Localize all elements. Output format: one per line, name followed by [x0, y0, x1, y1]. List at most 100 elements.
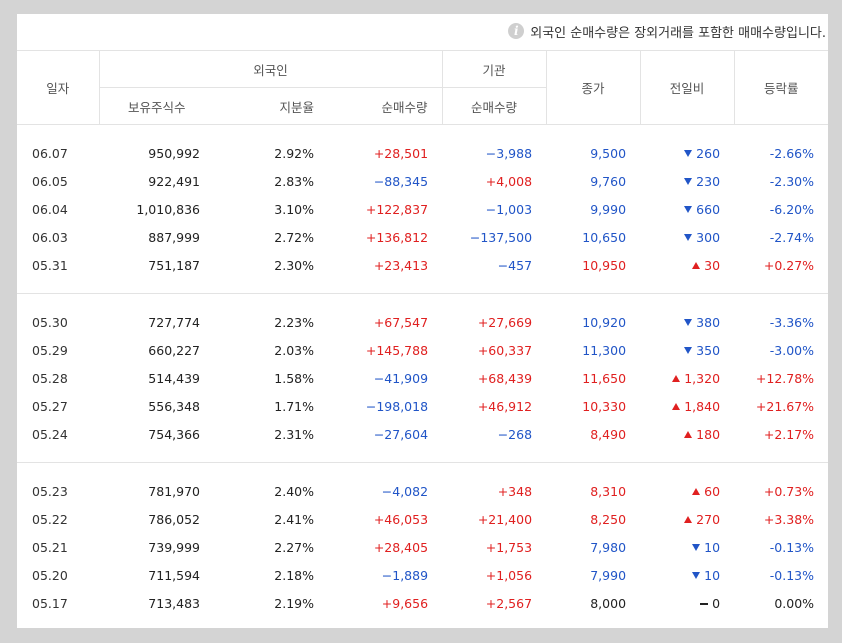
- cell-change: 30: [640, 251, 734, 279]
- info-icon: i: [508, 23, 525, 39]
- cell-holdings: 950,992: [148, 145, 200, 161]
- cell-date: 05.27: [32, 398, 68, 414]
- cell-rate: -3.00%: [769, 342, 815, 358]
- notice: i 외국인 순매수량은 장외거래를 포함한 매매수량입니다.: [508, 18, 826, 44]
- table-row: 06.05 922,491 2.83% −88,345 +4,008 9,760 230 -2…: [17, 167, 828, 195]
- cell-change: 260: [640, 139, 734, 167]
- arrow-down-icon: [684, 346, 693, 354]
- cell-foreign-net: +122,837: [365, 201, 429, 217]
- cell-change: 270: [640, 505, 734, 533]
- table-row: 05.31 751,187 2.30% +23,413 −457 10,950 30 +0.2…: [17, 251, 828, 279]
- cell-change: 1,840: [640, 392, 734, 420]
- cell-foreign-net: −41,909: [373, 370, 429, 386]
- cell-rate: +12.78%: [755, 370, 815, 386]
- cell-ratio: 2.30%: [274, 257, 314, 273]
- cell-ratio: 1.71%: [274, 398, 314, 414]
- cell-change: 0: [640, 589, 734, 617]
- cell-inst-net: +2,567: [485, 595, 533, 611]
- arrow-up-icon: [692, 261, 701, 269]
- cell-foreign-net: +28,501: [373, 145, 429, 161]
- table-row: 06.07 950,992 2.92% +28,501 −3,988 9,500 260 -2…: [17, 139, 828, 167]
- cell-ratio: 2.18%: [274, 567, 314, 583]
- change-value: 180: [696, 426, 721, 442]
- cell-ratio: 2.40%: [274, 483, 314, 499]
- change-value: 10: [704, 539, 721, 555]
- arrow-down-icon: [684, 205, 693, 213]
- foreign-institution-panel: i 외국인 순매수량은 장외거래를 포함한 매매수량입니다. 일자 외국인 기관…: [17, 14, 829, 628]
- cell-ratio: 2.83%: [274, 173, 314, 189]
- arrow-down-icon: [692, 571, 701, 579]
- cell-holdings: 660,227: [148, 342, 200, 358]
- trading-table: 일자 외국인 기관 종가 전일비 등락률 보유주식수 지분율 순매수량 순매수량…: [17, 50, 829, 617]
- cell-date: 05.29: [32, 342, 68, 358]
- cell-ratio: 2.23%: [274, 314, 314, 330]
- cell-rate: -3.36%: [769, 314, 815, 330]
- cell-inst-net: +46,912: [477, 398, 533, 414]
- header-foreign: 외국인: [98, 50, 443, 88]
- cell-holdings: 711,594: [148, 567, 200, 583]
- change-value: 10: [704, 567, 721, 583]
- cell-change: 60: [640, 477, 734, 505]
- cell-holdings: 786,052: [148, 511, 200, 527]
- change-value: 300: [696, 229, 721, 245]
- cell-foreign-net: +136,812: [365, 229, 429, 245]
- cell-rate: -2.74%: [769, 229, 815, 245]
- change-value: 660: [696, 201, 721, 217]
- header-close: 종가: [545, 50, 641, 125]
- cell-foreign-net: −4,082: [381, 483, 429, 499]
- cell-close: 10,920: [582, 314, 627, 330]
- change-value: 1,320: [684, 370, 721, 386]
- cell-rate: +21.67%: [755, 398, 815, 414]
- table-row: 05.20 711,594 2.18% −1,889 +1,056 7,990 10 -0.1…: [17, 561, 828, 589]
- cell-foreign-net: −198,018: [365, 398, 429, 414]
- header-rate: 등락률: [733, 50, 829, 125]
- change-value: 0: [712, 595, 721, 611]
- arrow-up-icon: [684, 515, 693, 523]
- cell-ratio: 2.31%: [274, 426, 314, 442]
- table-row: 05.30 727,774 2.23% +67,547 +27,669 10,920 380…: [17, 308, 828, 336]
- cell-rate: -0.13%: [769, 539, 815, 555]
- cell-change: 180: [640, 420, 734, 448]
- cell-holdings: 556,348: [148, 398, 200, 414]
- table-row: 05.28 514,439 1.58% −41,909 +68,439 11,650 1,3…: [17, 364, 828, 392]
- cell-close: 11,300: [582, 342, 627, 358]
- cell-holdings: 1,010,836: [136, 201, 200, 217]
- cell-close: 8,490: [590, 426, 627, 442]
- cell-holdings: 887,999: [148, 229, 200, 245]
- cell-date: 05.23: [32, 483, 68, 499]
- cell-ratio: 2.41%: [274, 511, 314, 527]
- change-value: 30: [704, 257, 721, 273]
- arrow-up-icon: [684, 430, 693, 438]
- cell-close: 8,000: [590, 595, 627, 611]
- header-change: 전일비: [639, 50, 735, 125]
- cell-inst-net: −137,500: [469, 229, 533, 245]
- header-ratio: 지분율: [214, 87, 328, 125]
- cell-foreign-net: +67,547: [373, 314, 429, 330]
- cell-foreign-net: −1,889: [381, 567, 429, 583]
- cell-foreign-net: +46,053: [373, 511, 429, 527]
- cell-inst-net: −1,003: [485, 201, 533, 217]
- cell-change: 380: [640, 308, 734, 336]
- cell-close: 10,950: [582, 257, 627, 273]
- cell-date: 05.17: [32, 595, 68, 611]
- cell-close: 10,330: [582, 398, 627, 414]
- cell-holdings: 754,366: [148, 426, 200, 442]
- cell-close: 9,990: [590, 201, 627, 217]
- cell-close: 8,310: [590, 483, 627, 499]
- cell-close: 7,990: [590, 567, 627, 583]
- cell-ratio: 3.10%: [274, 201, 314, 217]
- header-holdings: 보유주식수: [98, 87, 214, 125]
- cell-inst-net: +27,669: [477, 314, 533, 330]
- table-row: 05.29 660,227 2.03% +145,788 +60,337 11,300 35…: [17, 336, 828, 364]
- table-row: 05.24 754,366 2.31% −27,604 −268 8,490 180 +2.1…: [17, 420, 828, 448]
- arrow-down-icon: [684, 177, 693, 185]
- table-row: 06.03 887,999 2.72% +136,812 −137,500 10,650 3…: [17, 223, 828, 251]
- table-header: 일자 외국인 기관 종가 전일비 등락률 보유주식수 지분율 순매수량 순매수량: [17, 50, 829, 125]
- cell-date: 05.31: [32, 257, 68, 273]
- arrow-down-icon: [684, 233, 693, 241]
- cell-foreign-net: +23,413: [373, 257, 429, 273]
- arrow-up-icon: [672, 374, 681, 382]
- header-foreign-net: 순매수량: [328, 87, 443, 125]
- change-value: 380: [696, 314, 721, 330]
- cell-foreign-net: +9,656: [381, 595, 429, 611]
